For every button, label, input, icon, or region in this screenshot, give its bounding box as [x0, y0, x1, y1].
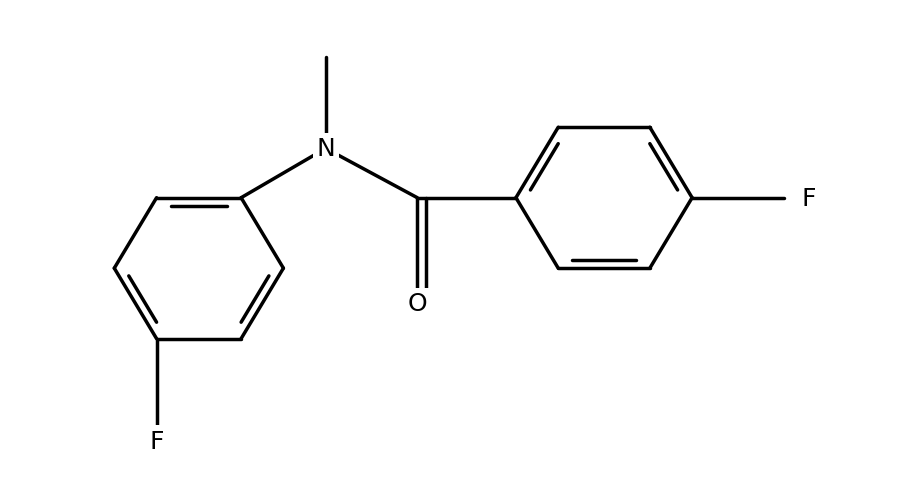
Text: O: O: [408, 292, 427, 316]
Text: N: N: [316, 137, 335, 161]
Text: F: F: [149, 429, 163, 453]
Text: F: F: [801, 186, 815, 210]
